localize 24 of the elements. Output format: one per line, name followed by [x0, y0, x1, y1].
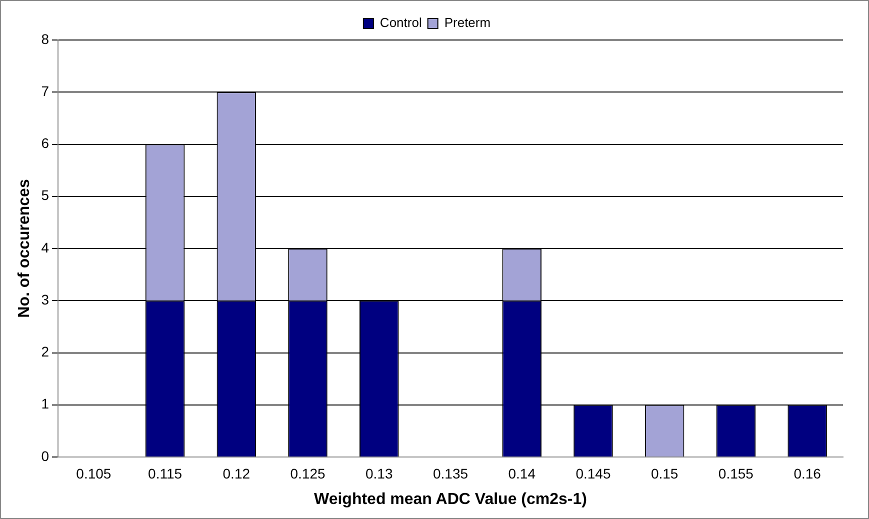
y-tick-label: 1 — [41, 396, 50, 412]
x-axis-title: Weighted mean ADC Value (cm2s-1) — [314, 490, 587, 508]
legend-label: Preterm — [444, 15, 491, 30]
y-tick-label: 6 — [41, 135, 50, 152]
y-tick-label: 7 — [41, 82, 50, 99]
y-tick-label: 4 — [41, 239, 50, 256]
x-tick-label: 0.105 — [76, 465, 112, 482]
x-tick-label: 0.125 — [290, 465, 326, 482]
x-tick-label: 0.135 — [432, 465, 468, 482]
x-tick-label: 0.12 — [222, 465, 250, 482]
y-tick-label: 5 — [41, 187, 50, 204]
x-tick-label: 0.145 — [576, 465, 611, 482]
x-tick-label: 0.115 — [148, 465, 182, 482]
x-tick-label: 0.13 — [366, 465, 393, 482]
x-tick-label: 0.14 — [508, 465, 536, 482]
y-axis-title: No. of occurences — [16, 179, 34, 318]
y-tick-label: 3 — [41, 291, 50, 308]
y-tick-label: 8 — [41, 30, 50, 47]
x-tick-label: 0.16 — [794, 465, 822, 482]
x-tick-label: 0.155 — [718, 465, 754, 482]
y-tick-label: 0 — [41, 448, 50, 464]
y-tick-label: 2 — [41, 344, 50, 360]
legend-label: Control — [380, 15, 422, 30]
x-tick-label: 0.15 — [650, 465, 678, 482]
